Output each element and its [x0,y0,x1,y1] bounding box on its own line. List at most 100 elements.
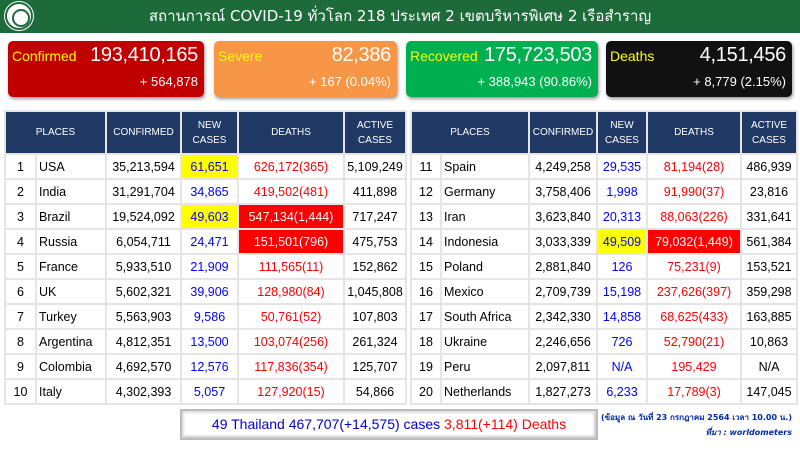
active-cases: 1,045,808 [343,278,407,305]
table-row: 17 South Africa 2,342,330 14,858 68,625(… [410,303,798,330]
active-cases: 331,641 [740,203,798,230]
card-label: Recovered [410,48,478,64]
card-label: Confirmed [12,48,77,64]
deaths: 50,761(52) [237,303,345,330]
confirmed: 3,758,406 [528,178,598,205]
deaths: 128,980(84) [237,278,345,305]
rank: 1 [4,153,37,180]
confirmed: 4,249,258 [528,153,598,180]
active-cases: 10,863 [740,328,798,355]
new-cases: 49,509 [596,228,648,255]
rank: 5 [4,253,37,280]
confirmed: 2,709,739 [528,278,598,305]
confirmed: 4,302,393 [105,378,182,405]
active-cases: 411,898 [343,178,407,205]
table-row: 7 Turkey 5,563,903 9,586 50,761(52) 107,… [4,303,407,330]
table-row: 19 Peru 2,097,811 N/A 195,429 N/A [410,353,798,380]
country: Italy [35,378,107,405]
confirmed: 4,692,570 [105,353,182,380]
table-row: 3 Brazil 19,524,092 49,603 547,134(1,444… [4,203,407,230]
deaths: 68,625(433) [646,303,742,330]
rank: 6 [4,278,37,305]
confirmed: 2,342,330 [528,303,598,330]
confirmed: 5,602,321 [105,278,182,305]
active-cases: 359,298 [740,278,798,305]
col-header: NEW CASES [180,110,239,155]
deaths: 547,134(1,444) [237,203,345,230]
deaths: 626,172(365) [237,153,345,180]
rank: 20 [410,378,442,405]
deaths: 237,626(397) [646,278,742,305]
rank: 8 [4,328,37,355]
new-cases: 14,858 [596,303,648,330]
card-value: 82,386 [331,44,392,66]
col-header: DEATHS [237,110,345,155]
table-header: PLACES CONFIRMED NEW CASES DEATHS ACTIVE CASES [4,110,407,155]
card-change: + 564,878 [139,74,198,89]
header-bar: สถานการณ์ COVID-19 ทั่วโลก 218 ประเทศ 2 … [0,0,800,33]
new-cases: 61,651 [180,153,239,180]
country: Indonesia [440,228,530,255]
col-header: CONFIRMED [528,110,598,155]
country: Poland [440,253,530,280]
confirmed: 2,097,811 [528,353,598,380]
rank: 18 [410,328,442,355]
col-header: ACTIVE CASES [740,110,798,155]
confirmed: 3,623,840 [528,203,598,230]
rank: 16 [410,278,442,305]
active-cases: 561,384 [740,228,798,255]
country: Germany [440,178,530,205]
new-cases: 6,233 [596,378,648,405]
severe-card: Severe 82,386 + 167 (0.04%) [214,41,397,97]
country: Colombia [35,353,107,380]
ranking-table-right: PLACES CONFIRMED NEW CASES DEATHS ACTIVE CASES… [410,110,798,405]
country: Peru [440,353,530,380]
new-cases: 126 [596,253,648,280]
active-cases: 261,324 [343,328,407,355]
col-places: PLACES [4,110,107,155]
active-cases: 717,247 [343,203,407,230]
card-value: 4,151,456 [699,44,787,66]
confirmed-card: Confirmed 193,410,165 + 564,878 [8,41,204,97]
col-places: PLACES [410,110,530,155]
confirmed: 4,812,351 [105,328,182,355]
thailand-summary: 49 Thailand 467,707(+14,575) cases 3,811… [180,409,598,440]
confirmed: 35,213,594 [105,153,182,180]
card-value: 193,410,165 [90,44,198,66]
country: Argentina [35,328,107,355]
deaths: 17,789(3) [646,378,742,405]
deaths: 151,501(796) [237,228,345,255]
country: Russia [35,228,107,255]
col-header: DEATHS [646,110,742,155]
rank: 14 [410,228,442,255]
active-cases: 5,109,249 [343,153,407,180]
active-cases: N/A [740,353,798,380]
page-title: สถานการณ์ COVID-19 ทั่วโลก 218 ประเทศ 2 … [148,7,652,25]
card-label: Deaths [610,48,655,64]
table-row: 9 Colombia 4,692,570 12,576 117,836(354)… [4,353,407,380]
rank: 11 [410,153,442,180]
card-change: + 167 (0.04%) [308,74,391,89]
country: UK [35,278,107,305]
rank: 9 [4,353,37,380]
recovered-card: Recovered 175,723,503 + 388,943 (90.86%) [406,41,598,97]
country: India [35,178,107,205]
deaths: 103,074(256) [237,328,345,355]
new-cases: 12,576 [180,353,239,380]
new-cases: 13,500 [180,328,239,355]
ministry-logo-icon [5,2,33,30]
table-row: 4 Russia 6,054,711 24,471 151,501(796) 4… [4,228,407,255]
table-row: 6 UK 5,602,321 39,906 128,980(84) 1,045,… [4,278,407,305]
active-cases: 125,707 [343,353,407,380]
card-value: 175,723,503 [484,44,592,66]
table-row: 2 India 31,291,704 34,865 419,502(481) 4… [4,178,407,205]
new-cases: 49,603 [180,203,239,230]
country: Ukraine [440,328,530,355]
active-cases: 107,803 [343,303,407,330]
rank: 7 [4,303,37,330]
table-header: PLACES CONFIRMED NEW CASES DEATHS ACTIVE CASES [410,110,798,155]
card-label: Severe [218,48,263,64]
country: USA [35,153,107,180]
rank: 4 [4,228,37,255]
country: Spain [440,153,530,180]
